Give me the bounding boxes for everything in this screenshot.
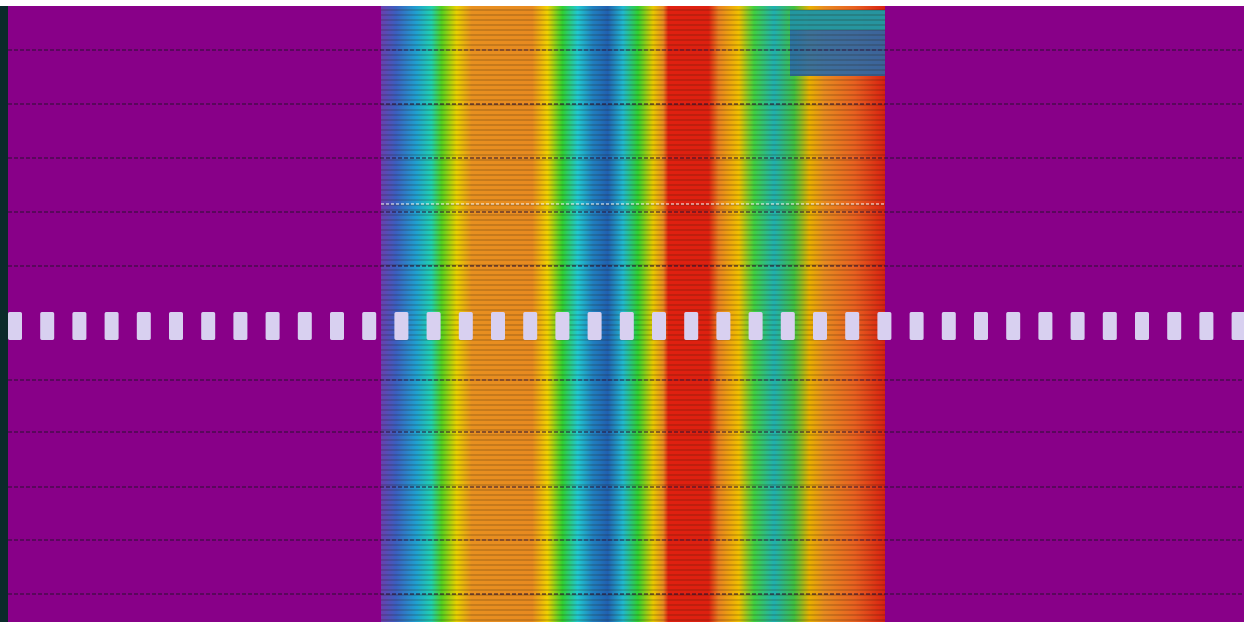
marker xyxy=(780,312,795,340)
marker xyxy=(72,312,87,340)
marker xyxy=(8,312,22,340)
marker xyxy=(426,312,441,340)
marker xyxy=(330,312,344,340)
left-edge xyxy=(0,6,8,622)
marker xyxy=(587,312,602,340)
marker xyxy=(1231,312,1244,340)
marker xyxy=(458,312,473,340)
marker xyxy=(909,312,924,340)
marker xyxy=(362,312,377,340)
marker xyxy=(1038,312,1053,340)
marker xyxy=(716,312,731,340)
marker xyxy=(491,312,505,340)
marker xyxy=(1102,312,1117,340)
grid-lines xyxy=(8,9,1244,621)
marker xyxy=(974,312,988,340)
marker xyxy=(941,312,956,340)
marker xyxy=(877,312,892,340)
marker xyxy=(555,312,570,340)
marker xyxy=(1006,312,1021,340)
marker xyxy=(265,312,280,340)
heatmap-patch xyxy=(790,10,885,30)
marker xyxy=(1199,312,1214,340)
marker xyxy=(523,312,538,340)
marker xyxy=(684,312,699,340)
marker xyxy=(1167,312,1182,340)
marker xyxy=(104,312,119,340)
marker xyxy=(297,312,312,340)
marker xyxy=(169,312,183,340)
marker xyxy=(201,312,216,340)
marker xyxy=(748,312,763,340)
marker xyxy=(1070,312,1085,340)
marker xyxy=(652,312,666,340)
marker-row xyxy=(8,312,1244,340)
marker xyxy=(40,312,55,340)
marker xyxy=(813,312,827,340)
marker xyxy=(233,312,248,340)
marker xyxy=(394,312,409,340)
marker xyxy=(136,312,151,340)
marker xyxy=(619,312,634,340)
marker xyxy=(1135,312,1149,340)
marker xyxy=(845,312,860,340)
